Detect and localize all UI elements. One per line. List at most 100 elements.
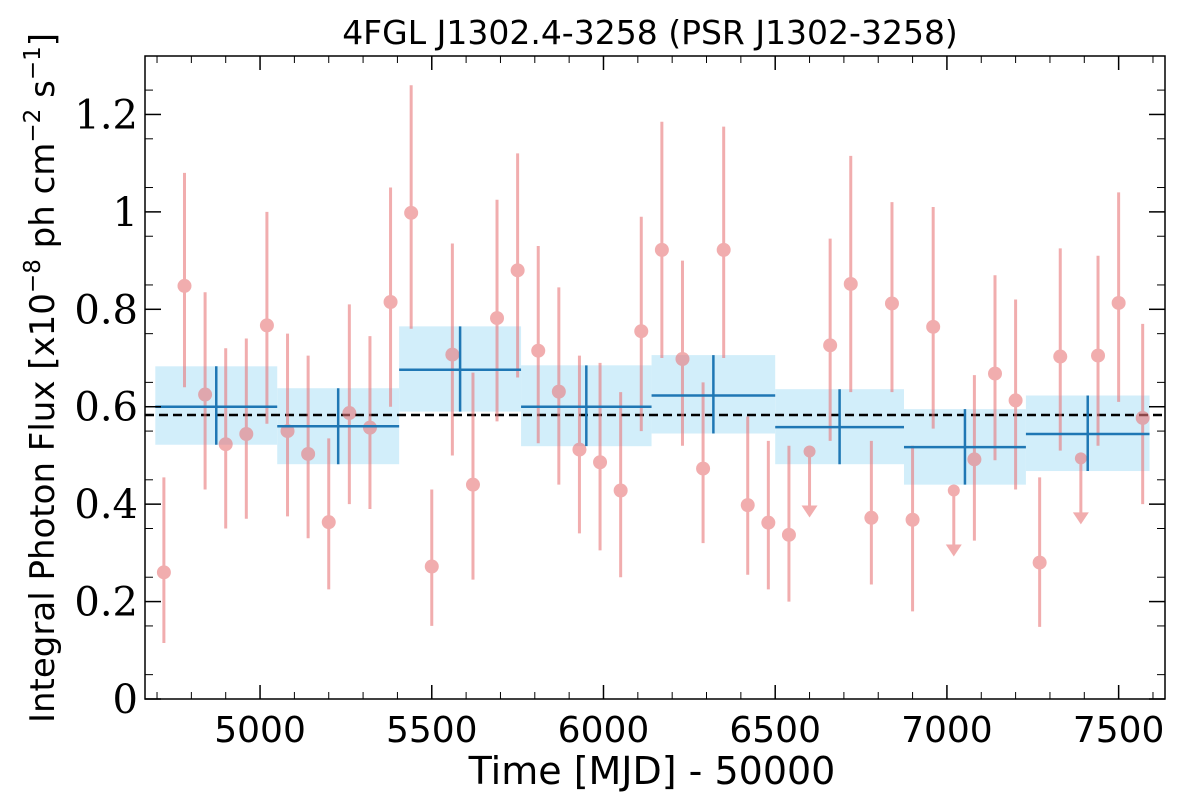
short-bin-point-38 xyxy=(945,484,962,557)
upper-limit-arrow-31 xyxy=(801,505,818,518)
short-bin-point-43 xyxy=(1053,248,1068,451)
short-bin-marker-8 xyxy=(321,515,336,530)
short-bin-point-14 xyxy=(445,243,460,456)
long-bin-series xyxy=(155,326,1150,485)
short-bin-marker-9 xyxy=(342,406,357,421)
short-bin-point-39 xyxy=(967,375,982,541)
short-bin-point-15 xyxy=(465,372,480,580)
x-tick-label-3: 6500 xyxy=(729,710,821,751)
short-bin-point-16 xyxy=(490,199,505,422)
short-bin-point-2 xyxy=(198,292,213,490)
short-bin-point-21 xyxy=(593,362,608,551)
y-axis-label: Integral Photon Flux [x10−8 ph cm−2 s−1] xyxy=(20,33,63,723)
short-bin-marker-42 xyxy=(1032,555,1047,570)
short-bin-point-18 xyxy=(531,245,546,444)
short-bin-point-32 xyxy=(823,238,838,441)
short-bin-point-40 xyxy=(988,275,1002,461)
short-bin-marker-27 xyxy=(716,242,731,257)
short-bin-point-34 xyxy=(864,440,879,585)
short-bin-point-37 xyxy=(926,207,941,429)
short-bin-point-45 xyxy=(1091,255,1106,446)
short-bin-point-22 xyxy=(613,392,628,578)
short-bin-point-11 xyxy=(383,187,398,407)
short-bin-marker-43 xyxy=(1053,349,1068,364)
short-bin-marker-4 xyxy=(239,427,254,442)
short-bin-point-30 xyxy=(781,445,796,602)
y-tick-label-2: 0.4 xyxy=(74,482,138,528)
y-tick-label-4: 0.8 xyxy=(74,287,138,333)
short-bin-point-10 xyxy=(362,336,377,510)
short-bin-marker-17 xyxy=(510,263,525,278)
short-bin-marker-20 xyxy=(572,442,587,457)
plot-frame xyxy=(144,55,1166,700)
short-bin-point-5 xyxy=(259,211,274,424)
chart-title: 4FGL J1302.4-3258 (PSR J1302-3258) xyxy=(342,13,958,52)
short-bin-point-3 xyxy=(218,348,233,529)
short-bin-marker-26 xyxy=(696,461,711,476)
upper-limit-arrow-44 xyxy=(1072,512,1089,525)
axis-ticks: 5000 5500 6000 6500 7000 7500 0 0.2 0.4 0.6 0.8 1 1.… xyxy=(74,56,1165,751)
short-bin-point-27 xyxy=(716,126,731,359)
short-bin-marker-24 xyxy=(654,242,669,257)
short-bin-point-41 xyxy=(1008,299,1023,490)
short-bin-point-13 xyxy=(424,489,439,626)
short-bin-marker-5 xyxy=(259,318,274,333)
short-bin-point-25 xyxy=(675,260,690,446)
short-bin-marker-10 xyxy=(362,420,377,435)
short-bin-marker-35 xyxy=(884,296,899,311)
short-bin-marker-11 xyxy=(383,294,398,309)
y-tick-label-3: 0.6 xyxy=(74,385,138,431)
short-bin-marker-25 xyxy=(675,351,690,366)
short-bin-marker-6 xyxy=(280,424,295,439)
short-bin-marker-37 xyxy=(926,319,941,334)
x-tick-label-1: 5500 xyxy=(386,710,478,751)
short-bin-marker-29 xyxy=(761,515,776,530)
long-bin-bands xyxy=(155,326,1150,485)
short-bin-point-44 xyxy=(1072,452,1089,525)
short-bin-marker-21 xyxy=(593,455,608,470)
short-bin-marker-12 xyxy=(404,205,419,220)
short-bin-point-46 xyxy=(1111,192,1126,402)
short-bin-marker-28 xyxy=(740,498,755,513)
short-bin-point-8 xyxy=(321,438,336,590)
short-bin-marker-39 xyxy=(967,452,982,467)
x-tick-label-0: 5000 xyxy=(214,710,306,751)
short-bin-marker-19 xyxy=(551,384,566,399)
short-bin-point-24 xyxy=(654,121,669,359)
x-tick-label-5: 7500 xyxy=(1073,710,1165,751)
short-bin-point-35 xyxy=(884,202,899,393)
short-bin-marker-14 xyxy=(445,347,460,362)
short-bin-marker-0 xyxy=(156,565,171,580)
short-bin-marker-41 xyxy=(1008,393,1023,408)
short-bin-marker-7 xyxy=(301,446,316,461)
y-tick-label-6: 1.2 xyxy=(74,92,138,138)
short-bin-marker-40 xyxy=(988,366,1002,381)
short-bin-point-0 xyxy=(156,477,171,643)
short-bin-series xyxy=(156,85,1150,643)
upper-limit-arrow-38 xyxy=(945,544,962,557)
short-bin-point-9 xyxy=(342,304,357,505)
short-bin-point-33 xyxy=(843,155,858,393)
short-bin-point-4 xyxy=(239,338,254,519)
short-bin-marker-47 xyxy=(1135,410,1150,425)
short-bin-marker-34 xyxy=(864,510,879,525)
short-bin-point-26 xyxy=(696,382,711,544)
short-bin-marker-32 xyxy=(823,338,838,353)
short-bin-point-23 xyxy=(634,216,649,432)
short-bin-point-31 xyxy=(801,445,818,518)
short-bin-marker-15 xyxy=(465,477,480,492)
x-tick-label-4: 7000 xyxy=(901,710,993,751)
short-bin-marker-45 xyxy=(1091,348,1106,363)
short-bin-point-17 xyxy=(510,153,525,378)
short-bin-point-36 xyxy=(905,445,920,612)
short-bin-point-47 xyxy=(1135,323,1150,505)
short-bin-marker-36 xyxy=(905,512,920,527)
short-bin-marker-22 xyxy=(613,483,628,498)
short-bin-marker-30 xyxy=(781,527,796,542)
short-bin-marker-18 xyxy=(531,343,546,358)
short-bin-point-20 xyxy=(572,355,587,534)
short-bin-marker-23 xyxy=(634,324,649,339)
short-bin-point-28 xyxy=(740,416,755,575)
short-bin-marker-33 xyxy=(843,276,858,291)
short-bin-marker-1 xyxy=(177,278,192,293)
